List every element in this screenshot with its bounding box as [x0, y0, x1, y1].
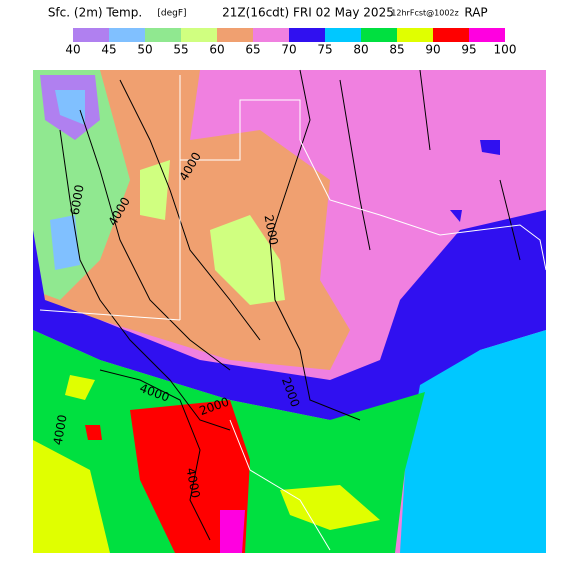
colorbar-label: 100 — [494, 43, 517, 57]
colorbar-label: 60 — [209, 43, 224, 57]
title-forecast: 12hrFcst@1002z — [391, 9, 458, 18]
colorbar-swatch — [325, 28, 361, 42]
colorbar-swatch — [73, 28, 109, 42]
contour-label: 2000 — [262, 214, 281, 247]
colorbar-swatch — [145, 28, 181, 42]
colorbar-label: 75 — [317, 43, 332, 57]
colorbar-label: 85 — [389, 43, 404, 57]
colorbar-label: 70 — [281, 43, 296, 57]
temp-region — [140, 160, 285, 305]
colorbar-swatch — [109, 28, 145, 42]
contour-label: 6000 — [68, 184, 87, 217]
temp-region — [33, 140, 546, 420]
colorbar-swatch — [217, 28, 253, 42]
colorbar-swatch — [361, 28, 397, 42]
temp-region — [50, 90, 85, 270]
colorbar-label: 40 — [65, 43, 80, 57]
colorbar-label: 90 — [425, 43, 440, 57]
colorbar-swatch — [469, 28, 505, 42]
colorbar-swatch — [289, 28, 325, 42]
map: 6000 4000 4000 2000 2000 4000 2000 4000 … — [33, 69, 547, 553]
colorbar-swatch — [433, 28, 469, 42]
colorbar-label: 50 — [137, 43, 152, 57]
temp-region — [85, 400, 250, 553]
state-borders — [39, 75, 547, 551]
title-time: 21Z(16cdt) FRI 02 May 2025 — [222, 6, 394, 20]
colorbar-swatch — [253, 28, 289, 42]
title-units: [degF] — [157, 9, 186, 19]
temp-region — [220, 510, 245, 553]
colorbar-swatch — [181, 28, 217, 42]
title: Sfc. (2m) Temp. [degF] 21Z(16cdt) FRI 02… — [48, 6, 488, 20]
colorbar-label: 55 — [173, 43, 188, 57]
colorbar-label: 80 — [353, 43, 368, 57]
colorbar-label: 65 — [245, 43, 260, 57]
contour-label: 4000 — [184, 467, 203, 500]
colorbar-label: 45 — [101, 43, 116, 57]
title-model: RAP — [464, 6, 487, 20]
temp-region — [33, 375, 380, 553]
title-field: Sfc. (2m) Temp. — [48, 6, 142, 20]
colorbar: 40 45 50 55 60 65 70 75 80 85 90 95 100 — [65, 28, 516, 57]
temp-region — [400, 330, 546, 553]
colorbar-label: 95 — [461, 43, 476, 57]
contour-label: 4000 — [51, 414, 70, 447]
colorbar-swatch — [397, 28, 433, 42]
